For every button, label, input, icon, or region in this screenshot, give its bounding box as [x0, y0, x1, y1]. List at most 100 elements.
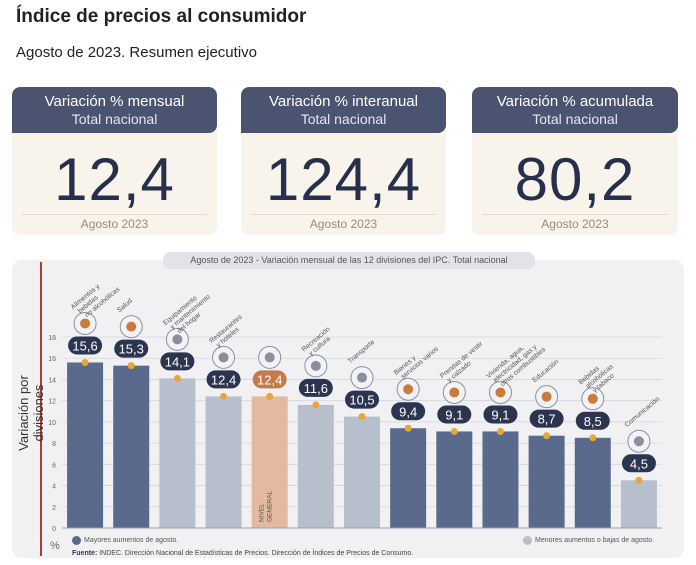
value-label-bubble	[345, 390, 379, 409]
bar-marker	[404, 424, 412, 432]
chart-header-text: - Variación mensual de las 12 divisiones…	[253, 255, 508, 265]
value-label: 15,6	[72, 338, 97, 353]
bar	[344, 416, 380, 528]
bar-marker	[358, 413, 366, 421]
value-label: 8,5	[584, 414, 602, 429]
value-label-bubble	[483, 405, 518, 424]
health-icon	[126, 321, 137, 332]
card-accumulated: Variación % acumulada Total nacional 80,…	[472, 87, 678, 235]
chart-accent-bar	[40, 262, 42, 556]
category-label: Transporte	[347, 339, 377, 365]
value-label: 4,5	[630, 456, 648, 471]
y-tick-label: 16	[48, 356, 56, 363]
bar-marker	[312, 401, 320, 409]
category-label: GENERAL	[267, 491, 274, 522]
transport-icon	[357, 372, 367, 383]
card-header: Variación % mensual Total nacional	[12, 87, 217, 133]
card-divider	[22, 214, 207, 215]
legend-swatch-light	[523, 536, 532, 545]
value-label-bubble	[575, 411, 610, 430]
bar-marker	[589, 434, 597, 442]
y-tick-label: 10	[48, 420, 56, 427]
value-label-bubble	[68, 336, 103, 355]
beverages-icon	[587, 393, 598, 404]
bar	[67, 362, 104, 528]
y-tick-label: 2	[52, 505, 56, 512]
y-tick-label: 14	[48, 377, 56, 384]
value-label-bubble	[529, 409, 564, 428]
y-tick-label: 18	[48, 335, 56, 342]
value-label-bubble	[621, 454, 656, 473]
bar	[251, 396, 288, 528]
value-label: 14,1	[165, 354, 190, 369]
bar	[574, 437, 611, 528]
value-label-bubble	[160, 352, 195, 371]
bar	[390, 428, 427, 528]
bar-marker	[266, 392, 274, 400]
legend-swatch-dark	[72, 536, 81, 545]
card-monthly: Variación % mensual Total nacional 12,4 …	[12, 87, 217, 235]
value-label: 12,4	[257, 372, 282, 387]
misc-goods-icon	[403, 384, 414, 395]
card-value: 80,2	[514, 146, 636, 213]
bar-marker	[220, 392, 228, 400]
card-divider	[251, 214, 436, 215]
source-label: Fuente:	[72, 550, 98, 557]
value-label: 9,1	[491, 407, 509, 422]
chart-header-period: Agosto de 2023	[190, 255, 254, 265]
card-header: Variación % interanual Total nacional	[241, 87, 446, 133]
value-label-bubble	[298, 378, 333, 397]
bar-marker	[496, 427, 504, 435]
legend-dark: Mayores aumentos de agosto.	[84, 537, 179, 544]
card-scope: Total nacional	[71, 111, 158, 127]
value-label: 15,3	[119, 342, 144, 357]
card-yearly: Variación % interanual Total nacional 12…	[241, 87, 446, 235]
value-label-bubble	[114, 339, 149, 358]
bar	[528, 435, 565, 528]
bar	[113, 365, 150, 528]
value-label: 11,6	[304, 381, 328, 396]
bar-marker	[127, 362, 135, 370]
value-label-bubble	[391, 402, 426, 421]
card-scope: Total nacional	[532, 111, 618, 127]
source-note: Fuente: INDEC. Dirección Nacional de Est…	[72, 550, 413, 557]
bar	[297, 404, 334, 528]
y-tick-label: 12	[48, 399, 56, 406]
bar-marker	[543, 432, 551, 440]
page-subtitle: Agosto de 2023. Resumen ejecutivo	[16, 44, 257, 61]
y-axis-unit: %	[50, 540, 60, 552]
card-period: Agosto 2023	[541, 217, 609, 231]
legend-light: Menores aumentos o bajas de agosto.	[535, 537, 655, 544]
bar	[205, 396, 242, 528]
card-title: Variación % interanual	[269, 93, 418, 110]
bar-marker	[450, 427, 458, 435]
card-title: Variación % acumulada	[496, 93, 654, 110]
card-divider	[482, 214, 668, 215]
y-tick-label: 0	[52, 526, 56, 533]
bar-marker	[81, 358, 89, 366]
value-label-bubble	[206, 370, 241, 389]
bar	[436, 431, 473, 528]
restaurant-icon	[218, 352, 229, 363]
y-tick-label: 6	[52, 462, 56, 469]
page-title: Índice de precios al consumidor	[16, 6, 307, 27]
card-header: Variación % acumulada Total nacional	[472, 87, 678, 133]
food-icon	[80, 318, 91, 329]
communication-icon	[633, 436, 644, 447]
bar	[620, 480, 657, 528]
household-icon	[172, 334, 183, 345]
card-value: 12,4	[54, 146, 175, 213]
card-title: Variación % mensual	[44, 93, 185, 110]
value-label: 9,4	[399, 404, 417, 419]
category-label: Educación	[531, 358, 560, 384]
education-icon	[541, 391, 552, 402]
card-period: Agosto 2023	[80, 217, 149, 231]
clothing-icon	[449, 387, 460, 398]
value-label: 9,1	[445, 407, 463, 422]
recreation-icon	[310, 360, 321, 371]
value-label: 8,7	[538, 412, 556, 427]
card-period: Agosto 2023	[309, 217, 378, 231]
y-tick-label: 8	[52, 441, 56, 448]
bar-marker	[173, 374, 181, 382]
